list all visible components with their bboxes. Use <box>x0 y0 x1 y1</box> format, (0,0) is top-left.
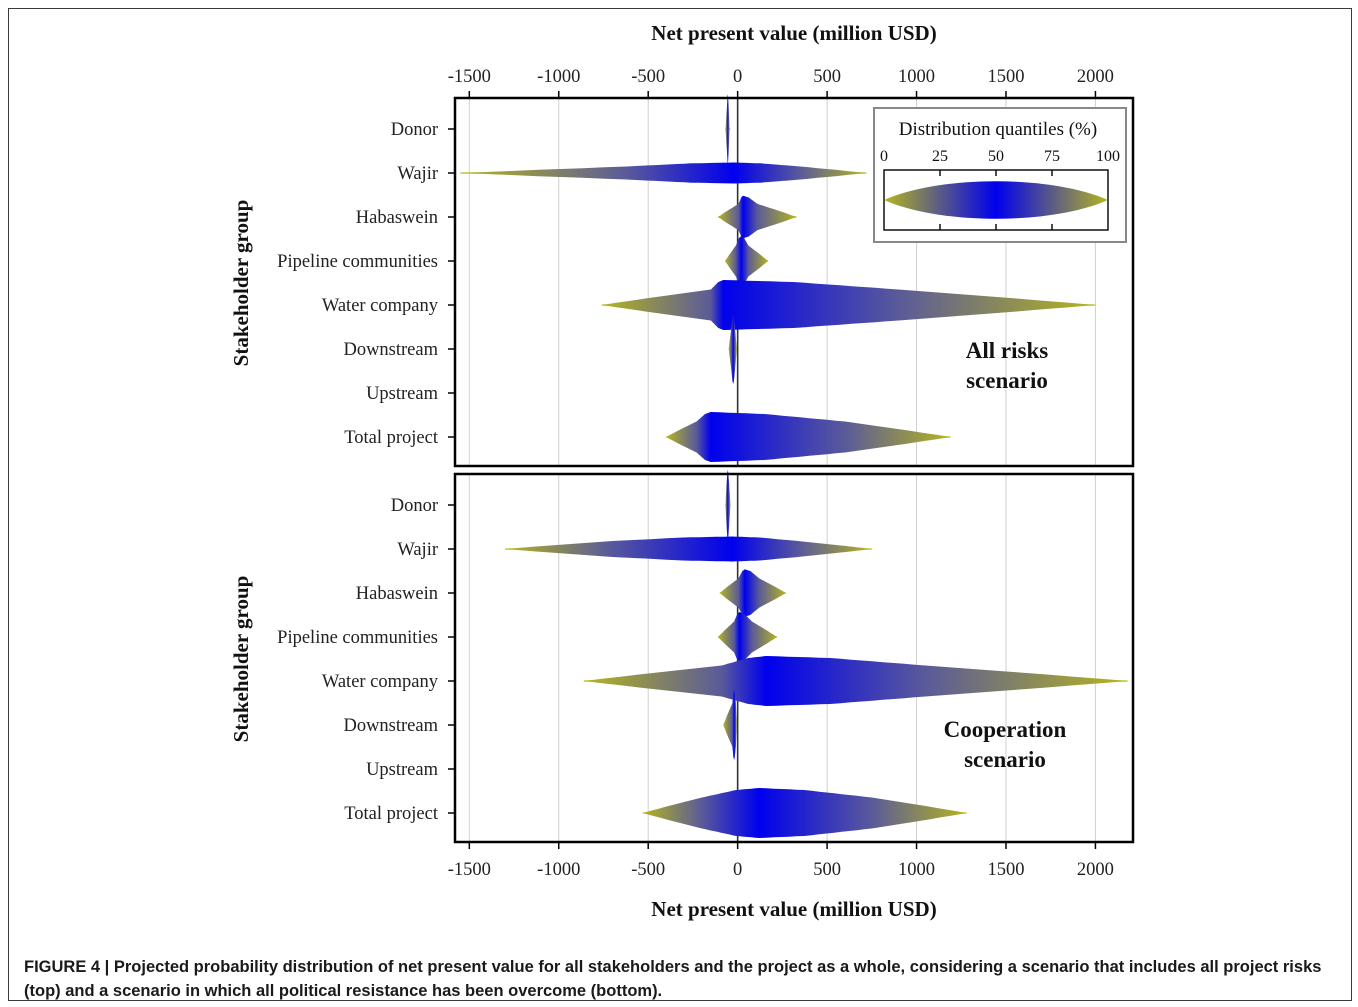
violin-wajir <box>461 162 867 184</box>
panel-bottom-frame <box>453 472 1135 844</box>
y-axis-title-bottom: Stakeholder group <box>229 576 253 743</box>
panel-top-frame <box>453 96 1135 468</box>
violin-total-project <box>642 788 967 838</box>
y-tick-label: Donor <box>391 496 438 516</box>
x-tick-label-top: 0 <box>733 67 742 87</box>
y-tick-label: Upstream <box>366 760 439 780</box>
y-tick-label: Pipeline communities <box>277 252 438 272</box>
scenario-label-top-line2: scenario <box>966 368 1048 393</box>
x-tick-label-top: 500 <box>813 67 841 87</box>
violin-pipeline-communities <box>718 612 777 662</box>
y-tick-label: Total project <box>344 804 439 824</box>
y-tick-label: Downstream <box>343 340 438 360</box>
violin-donor <box>725 94 730 164</box>
legend-tick-25: 25 <box>932 148 948 165</box>
y-tick-label: Habaswein <box>356 208 438 228</box>
y-tick-label: Downstream <box>343 716 438 736</box>
legend-tick-75: 75 <box>1044 148 1060 165</box>
x-axis-title-top: Net present value (million USD) <box>651 21 936 45</box>
violin-downstream <box>728 314 737 384</box>
x-tick-label-top: 1500 <box>987 67 1024 87</box>
x-tick-label-bottom: -1500 <box>448 860 491 880</box>
axis-ticks: Donor Wajir Habaswein Pipeline communities W… <box>277 67 1114 880</box>
legend-tick-100: 100 <box>1096 148 1120 165</box>
x-tick-label-bottom: 2000 <box>1077 860 1114 880</box>
violin-wajir <box>505 536 872 562</box>
violin-habaswein <box>718 195 797 239</box>
x-tick-label-bottom: -1000 <box>537 860 580 880</box>
violin-water-company <box>601 280 1096 330</box>
y-tick-label: Upstream <box>366 384 439 404</box>
legend-tick-50: 50 <box>988 148 1004 165</box>
figure-caption: FIGURE 4 | Projected probability distrib… <box>24 958 1322 1000</box>
y-tick-label: Donor <box>391 120 438 140</box>
x-tick-label-bottom: 500 <box>813 860 841 880</box>
y-tick-label: Wajir <box>397 540 438 560</box>
x-tick-label-top: 1000 <box>898 67 935 87</box>
violins <box>460 94 1128 838</box>
x-tick-label-top: 2000 <box>1077 67 1114 87</box>
y-tick-label: Water company <box>322 296 439 316</box>
y-axis-title-top: Stakeholder group <box>229 200 253 367</box>
y-tick-label: Pipeline communities <box>277 628 438 648</box>
violin-water-company <box>583 656 1128 706</box>
x-axis-title-bottom: Net present value (million USD) <box>651 897 936 921</box>
x-tick-label-top: -500 <box>631 67 665 87</box>
scenario-label-bottom: Cooperation <box>944 717 1067 742</box>
scenario-label-top: All risks <box>966 338 1048 363</box>
violin-chart: Donor Wajir Habaswein Pipeline communities W… <box>229 21 1135 921</box>
x-tick-label-bottom: 0 <box>733 860 742 880</box>
violin-donor <box>725 470 731 540</box>
legend-title: Distribution quantiles (%) <box>899 119 1097 140</box>
y-tick-label: Wajir <box>397 164 438 184</box>
violin-downstream <box>723 690 737 760</box>
x-tick-label-top: -1500 <box>448 67 491 87</box>
legend-tick-0: 0 <box>880 148 888 165</box>
violin-pipeline-communities <box>725 236 769 286</box>
violin-total-project <box>666 412 951 462</box>
x-tick-label-bottom: 1000 <box>898 860 935 880</box>
legend-box: Distribution quantiles (%) 0 25 50 75 10… <box>873 107 1127 243</box>
scenario-label-bottom-line2: scenario <box>964 747 1046 772</box>
legend-scale-ticks <box>939 170 1053 230</box>
x-tick-label-top: -1000 <box>537 67 580 87</box>
y-tick-label: Habaswein <box>356 584 438 604</box>
x-tick-label-bottom: 1500 <box>987 860 1024 880</box>
x-tick-label-bottom: -500 <box>631 860 665 880</box>
y-tick-label: Total project <box>344 428 439 448</box>
y-tick-label: Water company <box>322 672 439 692</box>
violin-habaswein <box>719 569 786 617</box>
legend-violin-shape <box>884 181 1108 219</box>
